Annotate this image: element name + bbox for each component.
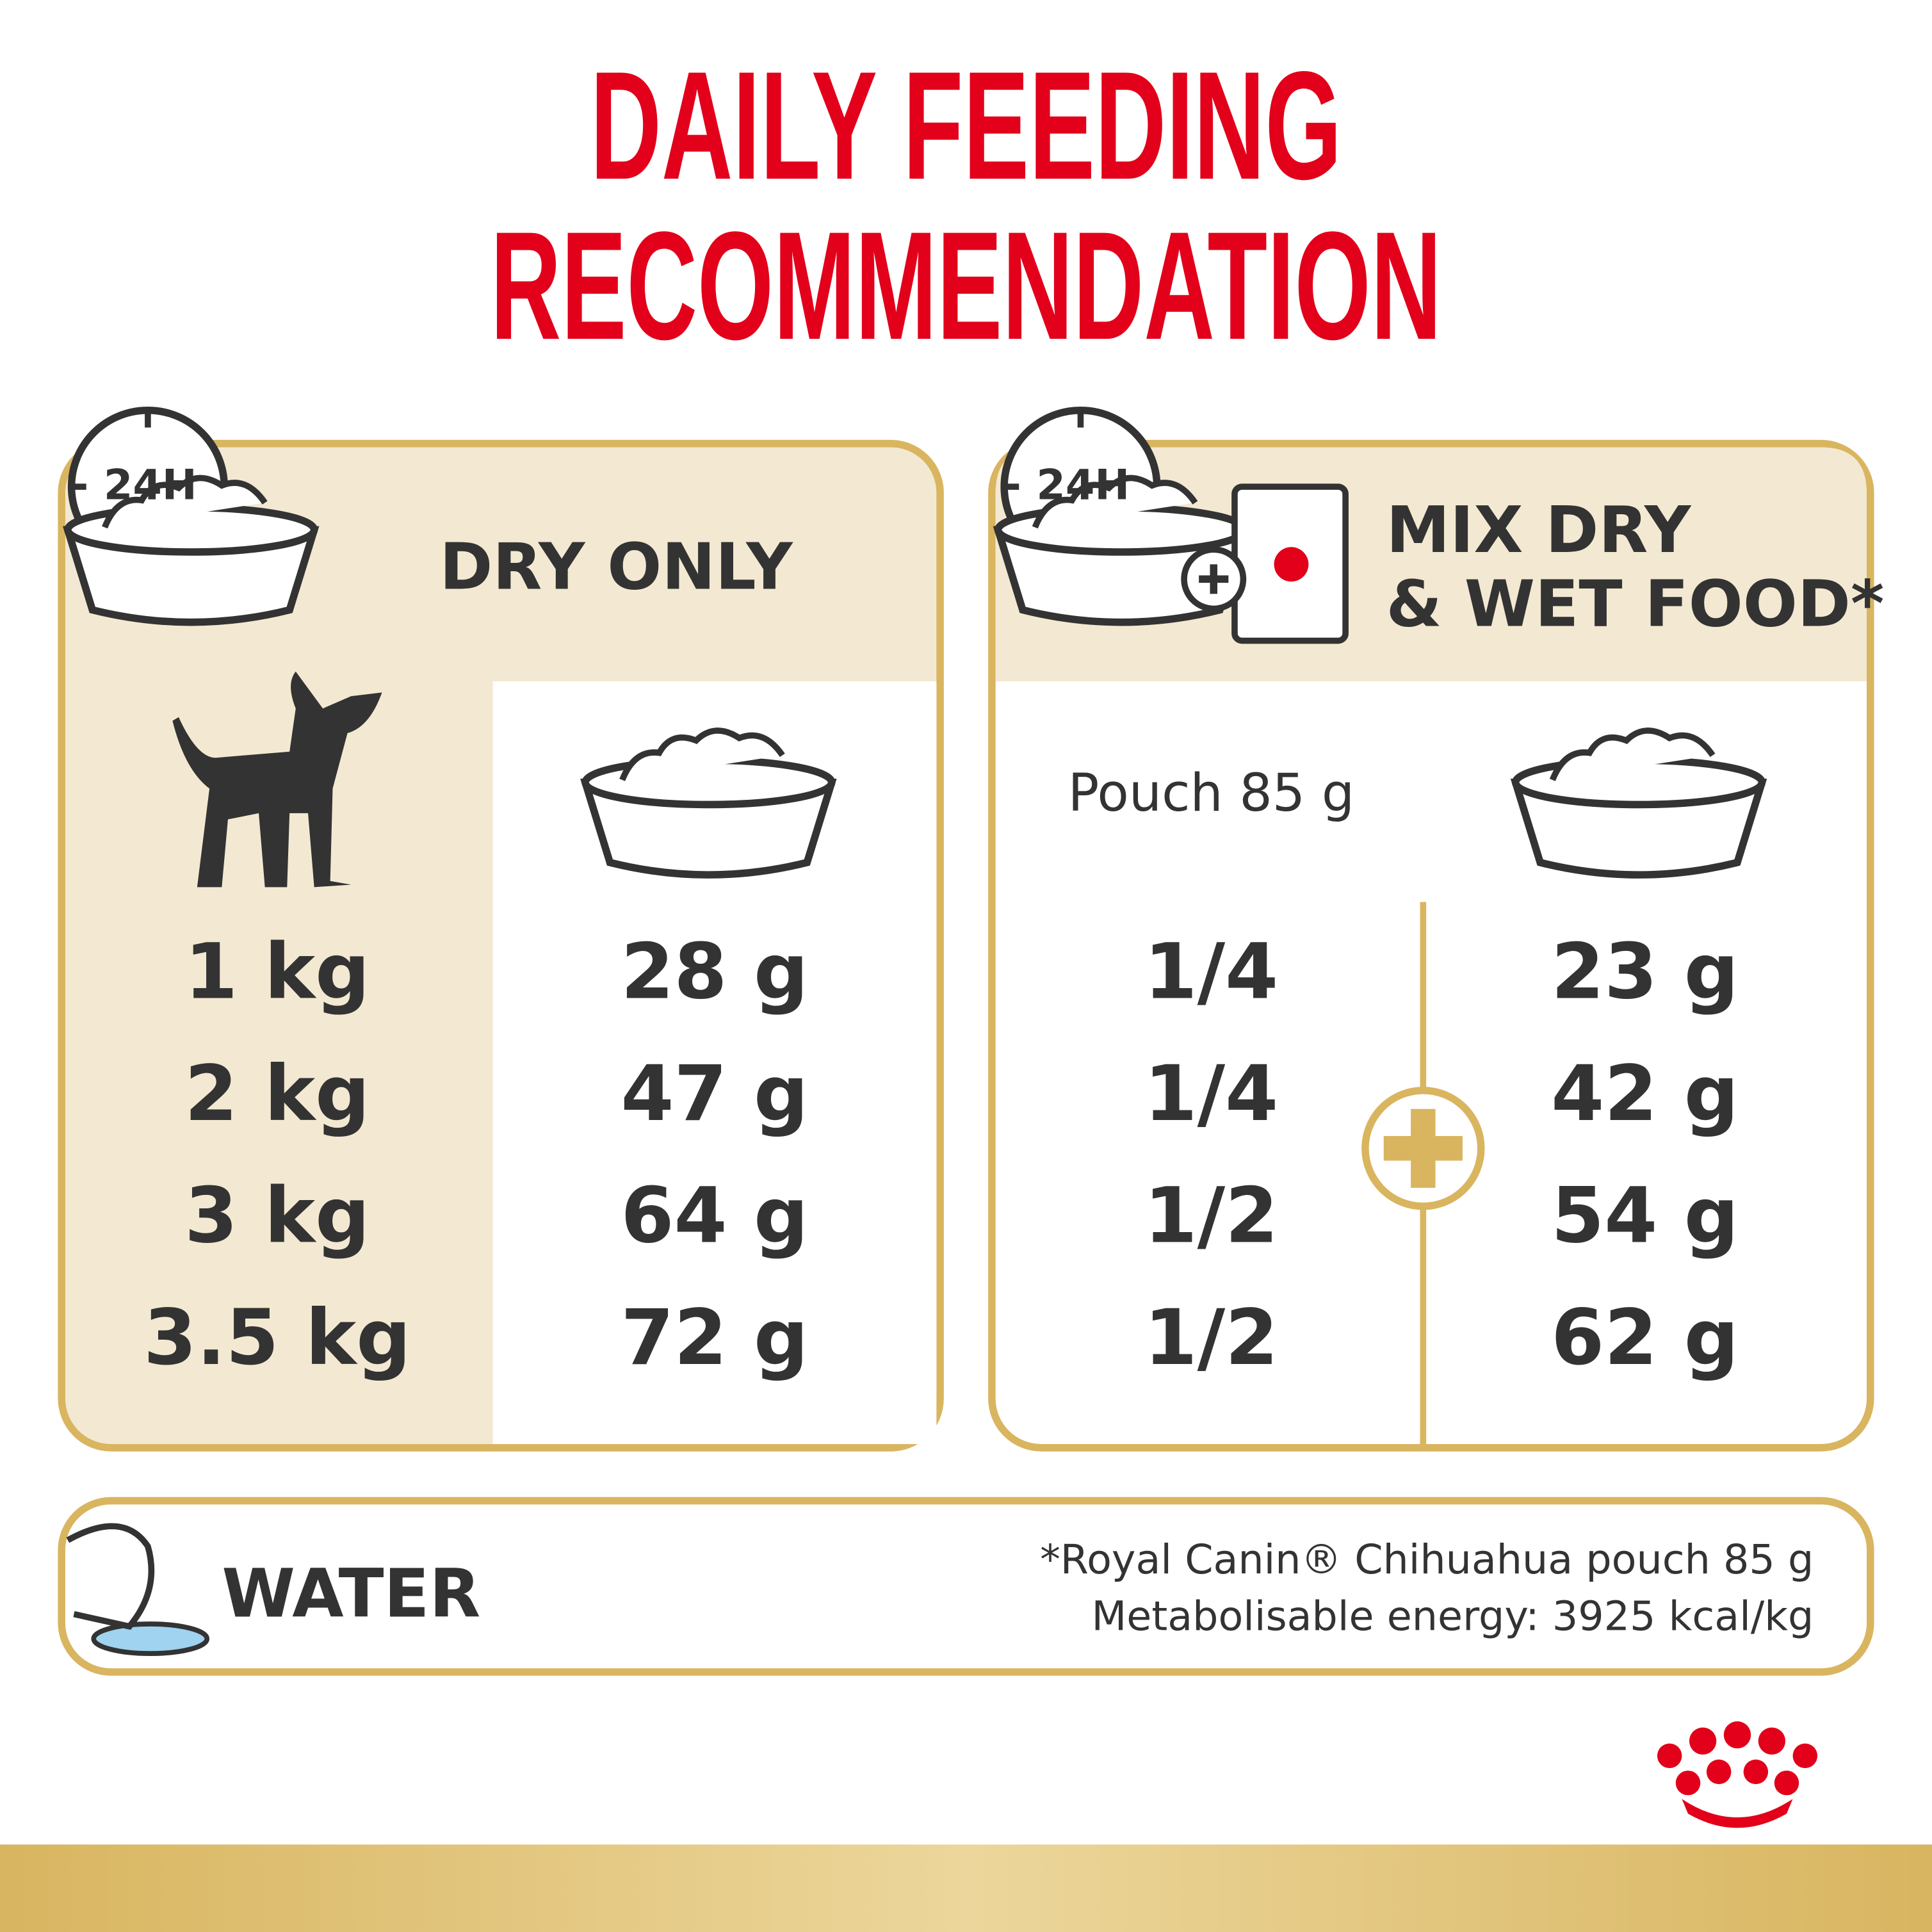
dry-amount: 42 g [1551, 1050, 1739, 1139]
pouch-amount: 1/2 [1144, 1172, 1279, 1261]
panel-heading: & WET FOOD* [1386, 566, 1885, 641]
pouch-amount: 1/4 [1144, 928, 1279, 1017]
dry-amount: 54 g [1551, 1172, 1739, 1261]
water-bar: WATER *Royal Canin® Chihuahua pouch 85 g… [58, 1497, 1874, 1676]
pouch-amount: 1/2 [1144, 1294, 1279, 1383]
dog-weight: 1 kg [184, 928, 369, 1017]
footer-band [0, 1844, 1932, 1932]
dry-amount: 28 g [621, 928, 809, 1017]
badge: 24H [104, 460, 197, 509]
footnote: *Royal Canin® Chihuahua pouch 85 g [1040, 1536, 1814, 1583]
title-line: RECOMMENDATION [491, 199, 1441, 371]
dry-only-panel: 24H DRY ONLY [58, 410, 944, 1452]
panel-heading: DRY ONLY [439, 530, 793, 605]
dry-amount: 64 g [621, 1172, 809, 1261]
dry-amount: 72 g [621, 1294, 809, 1383]
dog-weight: 3 kg [184, 1172, 369, 1261]
logo [1657, 1721, 1818, 1828]
dry-amount: 23 g [1551, 928, 1739, 1017]
dog-weight: 3.5 kg [143, 1294, 411, 1383]
dog-weight: 2 kg [184, 1050, 369, 1139]
dry-amount: 62 g [1551, 1294, 1739, 1383]
footnote: Metabolisable energy: 3925 kcal/kg [1092, 1593, 1814, 1640]
mix-panel: 24H MIX DRY & WET FOOD* Pouch 85 g [988, 410, 1885, 1452]
panel-heading: MIX DRY [1386, 492, 1692, 567]
title-line: DAILY FEEDING [590, 39, 1342, 211]
column-header: Pouch 85 g [1068, 763, 1355, 824]
badge: 24H [1036, 460, 1130, 509]
water-label: WATER [222, 1555, 480, 1632]
dry-amount: 47 g [621, 1050, 809, 1139]
pouch-amount: 1/4 [1144, 1050, 1279, 1139]
